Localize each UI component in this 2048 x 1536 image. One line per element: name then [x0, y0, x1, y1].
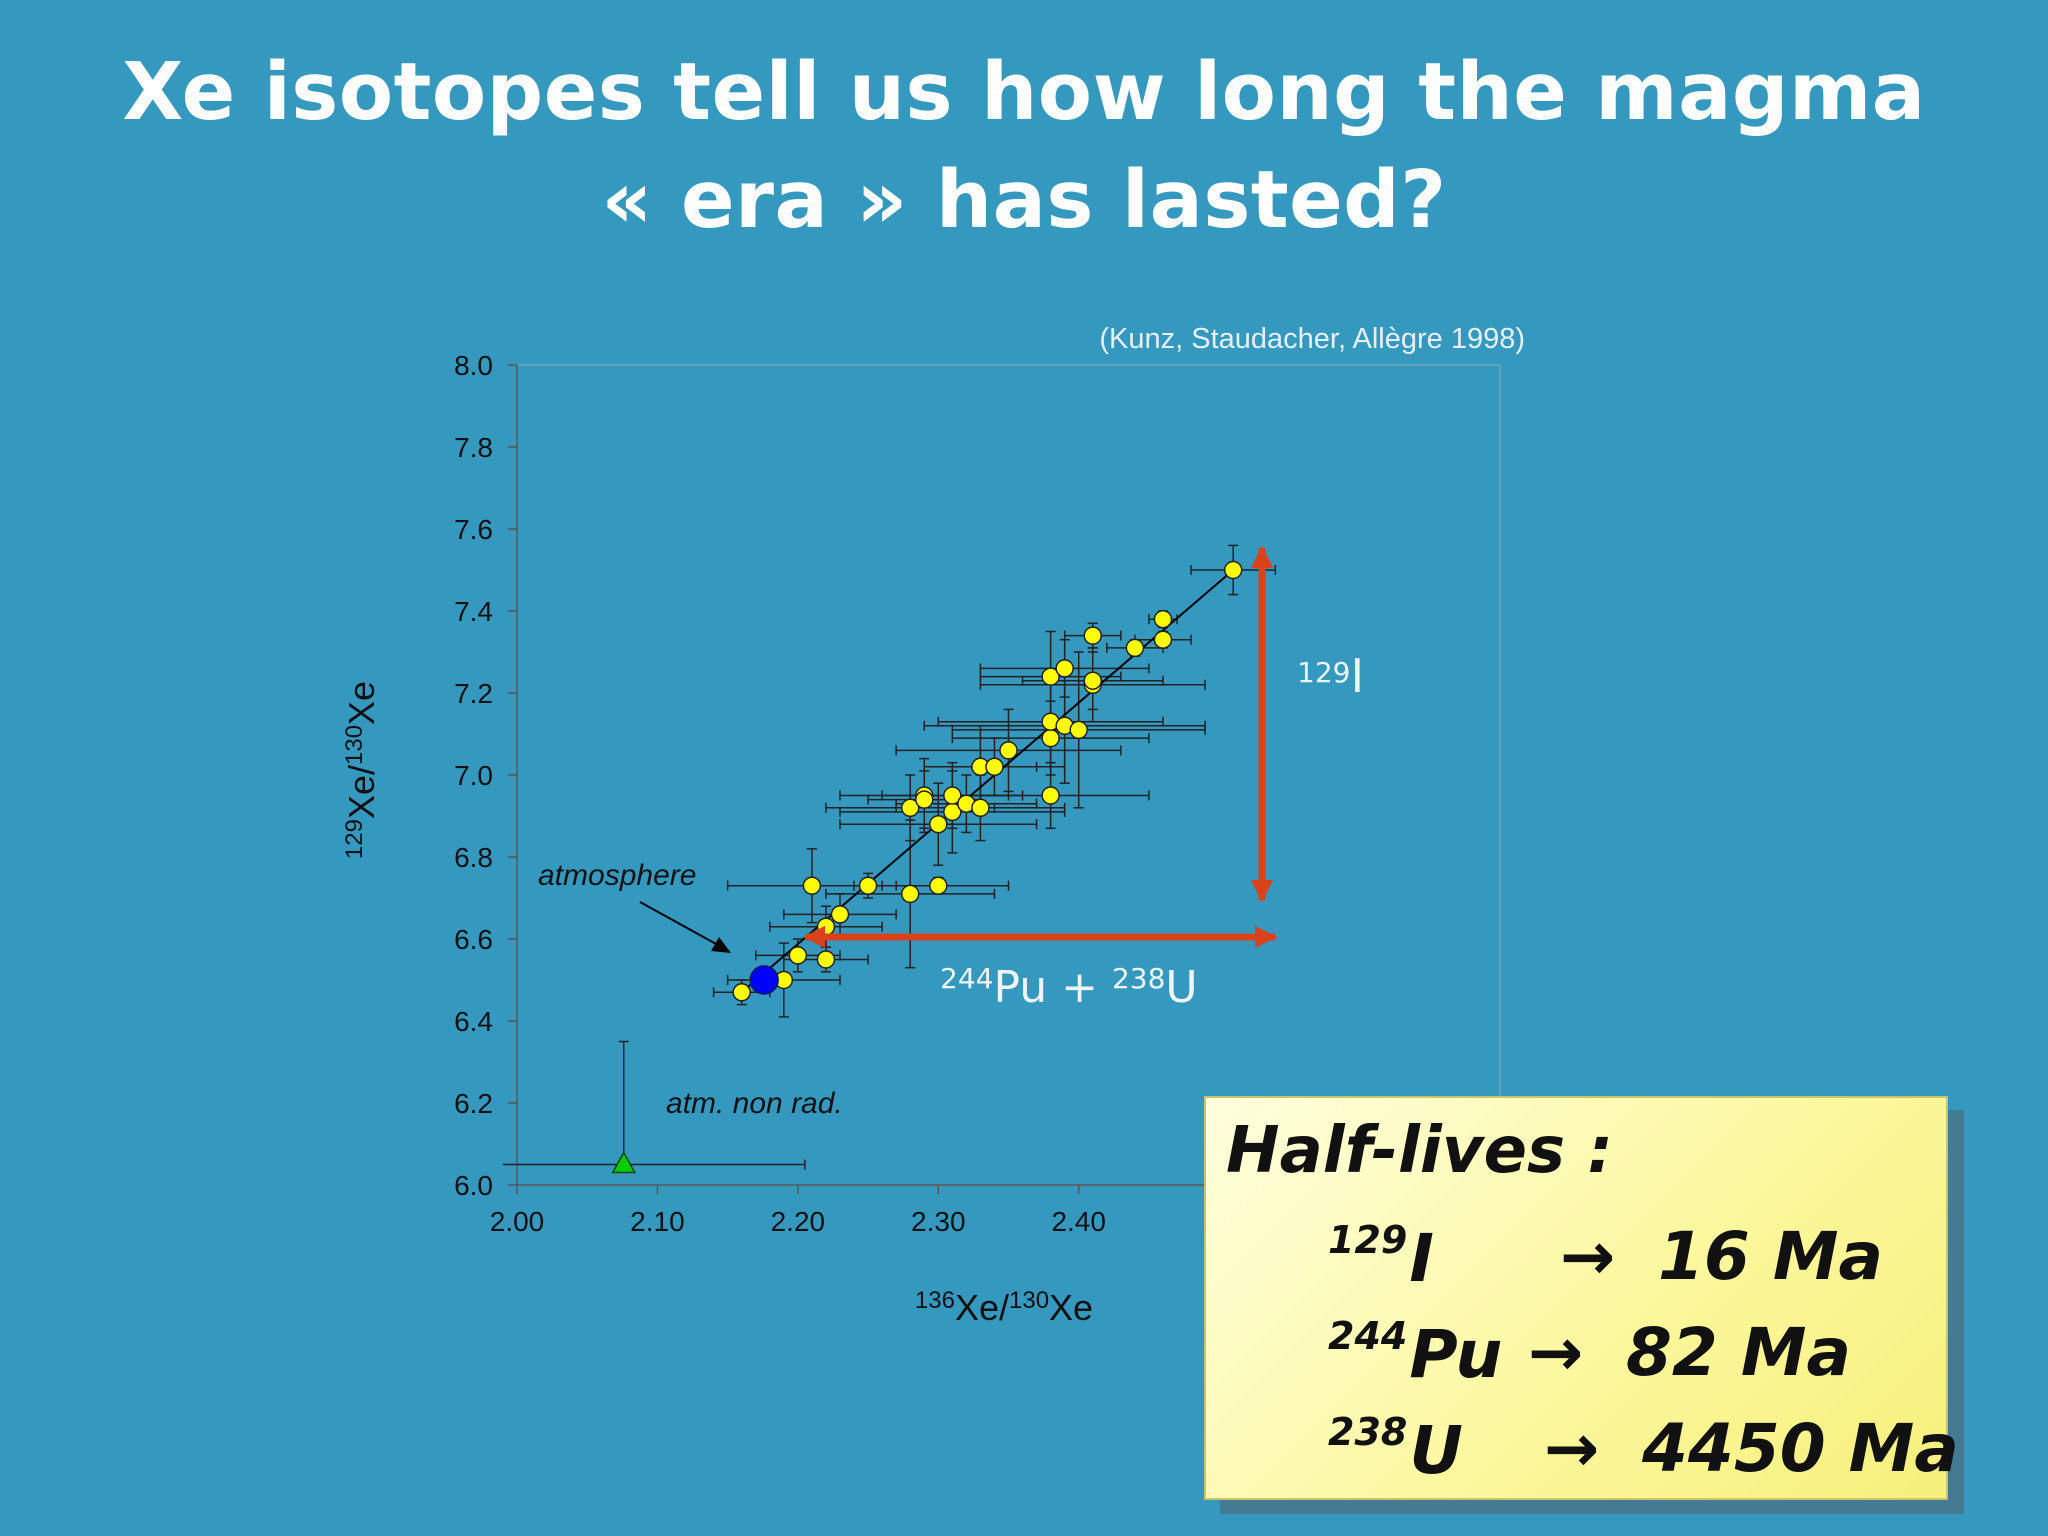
isotope-label: 129I — [1328, 1218, 1434, 1297]
isotope-mass: 244 — [1328, 1314, 1408, 1358]
half-life-value: 4450 Ma — [1642, 1410, 1959, 1487]
isotope-mass: 129 — [1328, 1218, 1408, 1262]
right-arrow-icon: → — [1560, 1218, 1616, 1295]
pu-u-label: 244Pu + 238U — [940, 962, 1198, 1013]
iodine-elem: I — [1350, 649, 1364, 703]
data-point — [929, 814, 948, 834]
half-lives-title: Half-lives : — [1226, 1114, 1613, 1188]
half-life-row-plutonium: 244Pu → 82 Ma — [1328, 1314, 1851, 1393]
u-elem: U — [1165, 962, 1197, 1013]
isotope-mass: 238 — [1328, 1410, 1408, 1454]
x-axis-elem2: Xe — [1049, 1287, 1093, 1328]
atmosphere-point — [749, 965, 779, 995]
data-point — [1153, 630, 1173, 649]
y-tick-label: 6.8 — [454, 842, 493, 873]
y-axis-mass1: 129 — [341, 819, 368, 859]
slide-title: Xe isotopes tell us how long the magma «… — [0, 38, 2048, 254]
x-tick-label: 2.40 — [1051, 1206, 1106, 1237]
isotope-label: 238U — [1328, 1410, 1463, 1489]
atmosphere-label: atmosphere — [538, 859, 696, 892]
iodine-label: 129I — [1297, 649, 1364, 703]
y-axis-elem2: Xe — [341, 681, 382, 725]
y-tick-label: 7.2 — [454, 678, 493, 709]
y-tick-label: 7.4 — [454, 596, 493, 627]
data-point — [1083, 626, 1103, 645]
isotope-element: I — [1409, 1220, 1434, 1297]
y-axis-title: 129Xe/130Xe — [341, 681, 382, 859]
atm-non-rad-triangle — [611, 1150, 636, 1174]
x-tick-label: 2.10 — [630, 1206, 685, 1237]
data-point — [788, 946, 808, 965]
half-lives-box: Half-lives : 129I → 16 Ma 244Pu → 82 Ma … — [1204, 1096, 1959, 1500]
pu-mass: 244 — [940, 962, 993, 995]
data-point — [1125, 638, 1145, 658]
y-axis-elem1: Xe/ — [341, 765, 382, 819]
x-axis-mass2: 130 — [1009, 1287, 1049, 1314]
data-point — [1083, 671, 1103, 690]
half-life-value: 16 Ma — [1658, 1218, 1884, 1295]
half-life-row-uranium: 238U → 4450 Ma — [1328, 1410, 1959, 1489]
x-tick-label: 2.20 — [771, 1206, 826, 1237]
data-point — [1153, 609, 1173, 629]
title-line-2: « era » has lasted? — [601, 154, 1447, 246]
y-tick-label: 6.2 — [454, 1088, 493, 1119]
atm-non-rad-label: atm. non rad. — [666, 1087, 843, 1120]
data-points — [732, 560, 1243, 1002]
data-point — [1041, 728, 1060, 748]
atmosphere-pointer-head — [711, 937, 731, 953]
reference-points — [502, 965, 806, 1174]
data-point — [858, 876, 878, 895]
x-tick-label: 2.30 — [911, 1206, 966, 1237]
isotope-label: 244Pu — [1328, 1314, 1502, 1393]
y-tick-label: 7.8 — [454, 432, 493, 463]
y-tick-label: 7.0 — [454, 760, 493, 791]
data-point — [914, 790, 934, 809]
u-mass: 238 — [1112, 962, 1165, 995]
data-point — [816, 917, 836, 936]
atmosphere-pointer — [639, 901, 728, 951]
x-axis-mass1: 136 — [915, 1287, 955, 1314]
data-point — [943, 786, 962, 805]
data-point — [985, 757, 1004, 777]
y-axis-mass2: 130 — [341, 725, 368, 765]
data-point — [732, 983, 751, 1002]
title-line-1: Xe isotopes tell us how long the magma — [122, 46, 1926, 138]
data-point — [1223, 560, 1243, 580]
half-life-row-iodine: 129I → 16 Ma — [1328, 1218, 1883, 1297]
iodine-mass: 129 — [1297, 656, 1350, 689]
y-tick-label: 7.6 — [454, 514, 493, 545]
data-point — [971, 798, 990, 818]
y-tick-label: 6.0 — [454, 1170, 493, 1201]
y-tick-label: 6.4 — [454, 1006, 493, 1037]
data-point — [900, 798, 920, 818]
data-point — [1041, 786, 1060, 805]
data-point — [900, 884, 920, 904]
citation-text: (Kunz, Staudacher, Allègre 1998) — [1099, 323, 1525, 355]
x-axis-title: 136Xe/130Xe — [915, 1287, 1093, 1328]
pu-elem: Pu + — [993, 962, 1112, 1013]
right-arrow-icon: → — [1544, 1410, 1600, 1487]
data-point — [830, 905, 850, 924]
data-point — [802, 876, 822, 895]
half-life-value: 82 Ma — [1626, 1314, 1852, 1391]
data-point — [816, 950, 836, 969]
y-tick-label: 6.6 — [454, 924, 493, 955]
data-point — [999, 741, 1018, 760]
isotope-element: U — [1409, 1412, 1463, 1489]
data-point — [1055, 659, 1074, 678]
right-arrow-icon: → — [1528, 1314, 1584, 1391]
data-point — [1041, 667, 1060, 686]
isotope-element: Pu — [1409, 1316, 1503, 1393]
x-axis-elem1: Xe/ — [955, 1287, 1009, 1328]
x-tick-label: 2.00 — [490, 1206, 545, 1237]
data-point — [929, 876, 948, 895]
data-point — [1069, 720, 1088, 740]
axes: 6.0 6.2 6.4 6.6 6.8 7.0 7.2 7.4 7.6 7.8 8.0 2.00 2.1… — [454, 350, 1500, 1237]
y-tick-label: 8.0 — [454, 350, 493, 381]
